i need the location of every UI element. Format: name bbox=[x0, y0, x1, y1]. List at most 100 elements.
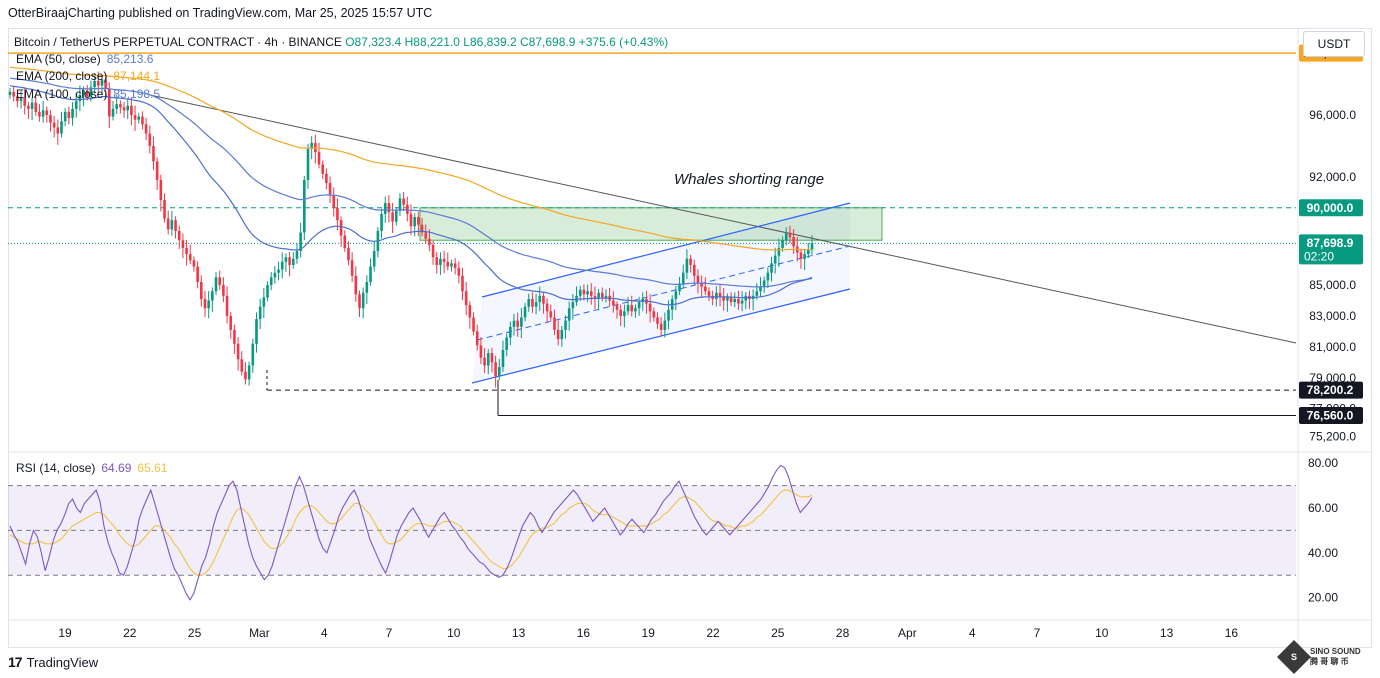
candle-body bbox=[354, 275, 358, 295]
candle-body bbox=[663, 320, 667, 330]
candle-body bbox=[78, 94, 82, 102]
time-tick-label: 28 bbox=[836, 626, 850, 640]
rsi-legend[interactable]: RSI (14, close) 64.69 65.61 bbox=[16, 461, 167, 475]
candle-body bbox=[509, 326, 512, 338]
candle-body bbox=[85, 90, 89, 97]
candle-body bbox=[23, 98, 27, 106]
candle-body bbox=[155, 161, 159, 180]
candle-body bbox=[626, 305, 630, 312]
rsi-ma-line bbox=[9, 489, 813, 576]
candle-body bbox=[623, 311, 626, 316]
candle-body bbox=[314, 142, 317, 153]
price-tag-label: 78,200.2 bbox=[1307, 383, 1354, 397]
candle-body bbox=[531, 298, 534, 307]
candle-body bbox=[549, 311, 553, 318]
candle-body bbox=[251, 343, 255, 366]
candle-body bbox=[696, 275, 700, 284]
candle-body bbox=[244, 371, 247, 380]
candle-body bbox=[52, 122, 56, 128]
candle-body bbox=[71, 108, 74, 119]
candle-body bbox=[295, 251, 299, 259]
sino-sound-watermark: S SINO SOUND 腾 哥 聊 币 bbox=[1277, 640, 1361, 674]
candle-body bbox=[475, 331, 479, 346]
candle-body bbox=[12, 91, 15, 97]
candle-body bbox=[678, 283, 681, 292]
candle-body bbox=[777, 247, 781, 256]
candle-body bbox=[681, 272, 685, 284]
candle-body bbox=[38, 111, 41, 117]
time-tick-label: Apr bbox=[898, 626, 917, 640]
ema-50-line bbox=[9, 85, 813, 306]
ema-100-line bbox=[9, 77, 813, 288]
price-tag-countdown: 02:20 bbox=[1304, 249, 1334, 263]
time-tick-label: 7 bbox=[386, 626, 393, 640]
price-tick-label: 96,000.0 bbox=[1309, 108, 1356, 122]
time-tick-label: 7 bbox=[1034, 626, 1041, 640]
candle-body bbox=[755, 291, 759, 296]
candle-body bbox=[343, 235, 347, 248]
candle-body bbox=[369, 266, 372, 282]
candle-body bbox=[111, 108, 115, 117]
candle-body bbox=[63, 111, 67, 122]
whale-zone-box bbox=[419, 207, 883, 241]
candle-body bbox=[799, 252, 803, 259]
ema-50-label: EMA (50, close) bbox=[16, 52, 101, 66]
candle-body bbox=[255, 319, 258, 344]
candle-body bbox=[258, 306, 262, 320]
candle-body bbox=[163, 200, 166, 219]
candle-body bbox=[766, 272, 770, 281]
time-tick-label: 19 bbox=[58, 626, 72, 640]
candle-body bbox=[96, 81, 100, 86]
tradingview-brand: TradingView bbox=[26, 654, 99, 670]
candle-body bbox=[166, 218, 170, 230]
whales-annotation: Whales shorting range bbox=[674, 171, 824, 188]
candle-body bbox=[82, 90, 85, 95]
candle-body bbox=[737, 298, 740, 304]
candle-body bbox=[637, 302, 641, 309]
candle-body bbox=[428, 238, 431, 245]
candle-body bbox=[45, 110, 49, 116]
candle-body bbox=[188, 254, 192, 261]
candle-body bbox=[19, 98, 23, 102]
symbol-legend[interactable]: Bitcoin / TetherUS PERPETUAL CONTRACT · … bbox=[14, 35, 668, 49]
candle-body bbox=[520, 317, 523, 327]
candle-body bbox=[67, 111, 71, 119]
candle-body bbox=[534, 302, 538, 307]
candle-body bbox=[119, 104, 122, 108]
candle-body bbox=[225, 295, 229, 316]
candle-body bbox=[619, 309, 622, 316]
candle-body bbox=[321, 164, 325, 174]
candle-body bbox=[792, 237, 795, 247]
price-tick-label: 75,200.0 bbox=[1309, 430, 1356, 444]
ema-50-legend[interactable]: EMA (50, close) 85,213.6 bbox=[16, 52, 153, 66]
candle-body bbox=[303, 179, 306, 233]
tradingview-logo[interactable]: 17 TradingView bbox=[8, 654, 98, 670]
rsi-line bbox=[9, 464, 813, 601]
candle-body bbox=[545, 303, 549, 312]
rsi-tick-label: 60.00 bbox=[1308, 501, 1338, 515]
candle-body bbox=[100, 79, 104, 86]
candle-body bbox=[262, 297, 266, 307]
candle-body bbox=[807, 249, 810, 255]
candle-body bbox=[667, 309, 670, 321]
price-tick-label: 81,000.0 bbox=[1309, 340, 1356, 354]
candle-body bbox=[229, 315, 233, 330]
candle-body bbox=[93, 81, 96, 88]
candle-body bbox=[380, 213, 383, 231]
price-tick-label: 92,000.0 bbox=[1309, 170, 1356, 184]
candle-body bbox=[159, 179, 163, 201]
candle-body bbox=[450, 263, 453, 267]
candle-body bbox=[332, 195, 336, 208]
chart-frame bbox=[8, 28, 1372, 648]
ema-100-legend[interactable]: EMA (100, close) 85,198.5 bbox=[16, 87, 160, 101]
candle-body bbox=[181, 240, 185, 248]
candle-body bbox=[461, 275, 464, 292]
ema-200-legend[interactable]: EMA (200, close) 87,144.1 bbox=[16, 69, 160, 83]
candle-body bbox=[593, 295, 597, 299]
currency-button[interactable]: USDT bbox=[1303, 31, 1365, 57]
candle-body bbox=[200, 281, 203, 299]
candle-body bbox=[656, 317, 659, 324]
candle-body bbox=[108, 88, 111, 117]
candle-body bbox=[483, 357, 486, 366]
